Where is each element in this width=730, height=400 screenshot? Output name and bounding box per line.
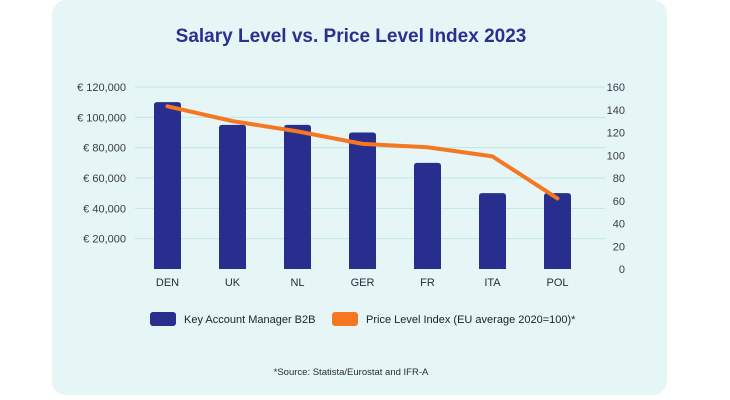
category-label: POL (546, 277, 568, 289)
legend-label-line: Price Level Index (EU average 2020=100)* (366, 314, 576, 326)
right-axis-tick-label: 60 (613, 196, 625, 208)
right-axis-tick-label: 100 (607, 150, 625, 162)
left-axis-tick-label: € 40,000 (83, 203, 126, 215)
bar-series (154, 102, 571, 270)
category-label: DEN (156, 277, 179, 289)
category-label: UK (225, 277, 241, 289)
left-axis-tick-label: € 80,000 (83, 143, 126, 155)
right-axis-tick-label: 80 (613, 173, 625, 185)
right-axis-tick-label: 120 (607, 128, 625, 140)
price-level-point-ita (491, 154, 494, 158)
left-axis: € 20,000 € 40,000 € 60,000 € 80,000 € 100,00… (77, 82, 126, 246)
x-axis: DEN UK NL GER FR ITA POL (156, 277, 569, 289)
right-axis-tick-label: 40 (613, 219, 625, 231)
price-level-point-nl (296, 129, 299, 133)
legend: Key Account Manager B2B Price Level Inde… (150, 312, 576, 326)
category-label: ITA (484, 277, 501, 289)
bar-pol (544, 193, 571, 269)
left-axis-tick-label: € 60,000 (83, 173, 126, 185)
legend-label-bar: Key Account Manager B2B (184, 314, 315, 326)
bar-nl (284, 124, 311, 270)
line-series (165, 104, 560, 201)
right-axis-tick-label: 20 (613, 241, 625, 253)
bar-uk (219, 124, 246, 270)
left-axis-tick-label: € 100,000 (77, 112, 126, 124)
right-axis-tick-label: 0 (619, 264, 625, 276)
source-note: *Source: Statista/Eurostat and IFR-A (274, 367, 429, 378)
right-axis-tick-label: 160 (607, 82, 625, 94)
left-axis-tick-label: € 120,000 (77, 82, 126, 94)
bar-ita (479, 193, 506, 269)
left-axis-tick-label: € 20,000 (83, 234, 126, 246)
chart-title: Salary Level vs. Price Level Index 2023 (176, 26, 527, 47)
legend-swatch-line (332, 312, 358, 326)
category-label: FR (420, 277, 435, 289)
legend-swatch-bar (150, 312, 176, 326)
bar-fr (414, 162, 441, 269)
price-level-point-uk (231, 119, 234, 123)
category-label: NL (290, 277, 304, 289)
bar-ger (349, 132, 376, 269)
right-axis: 0 20 40 60 80 100 120 140 160 (607, 82, 625, 276)
price-level-point-fr (426, 145, 429, 149)
right-axis-tick-label: 140 (607, 105, 625, 117)
price-level-point-den (166, 104, 169, 108)
bar-den (154, 102, 181, 270)
price-level-point-pol (556, 196, 559, 200)
price-level-point-ger (361, 142, 364, 146)
category-label: GER (351, 277, 375, 289)
